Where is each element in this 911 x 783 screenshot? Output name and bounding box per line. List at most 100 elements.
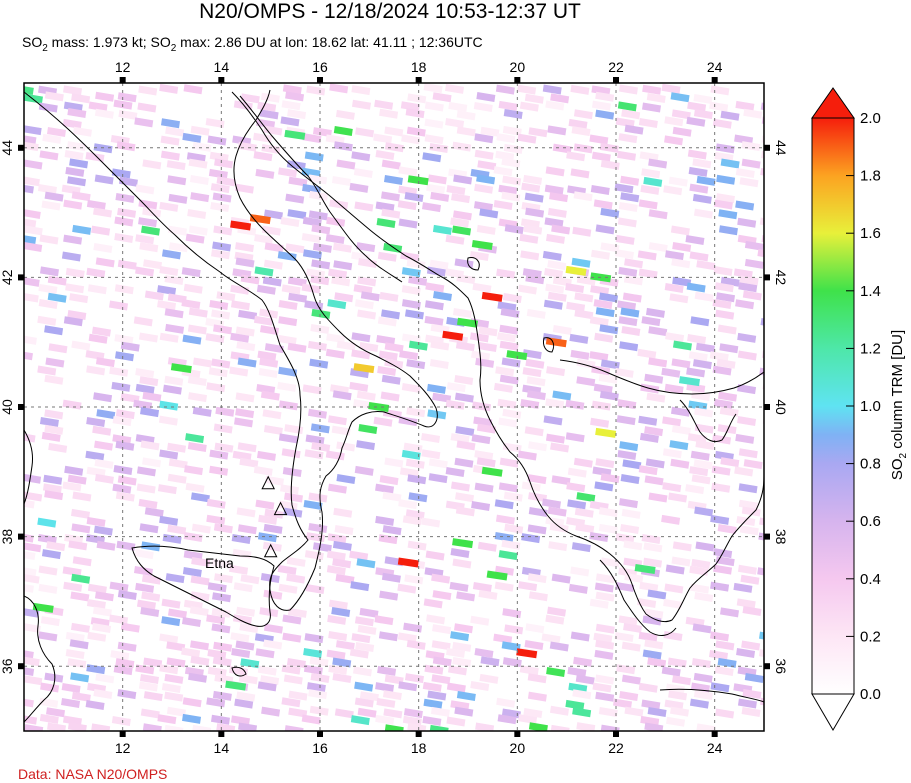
so2-pixel	[63, 234, 83, 245]
so2-pixel	[211, 607, 231, 618]
so2-pixel	[326, 565, 346, 576]
so2-pixel	[638, 415, 658, 426]
so2-pixel	[590, 285, 610, 296]
so2-pixel	[239, 457, 259, 468]
so2-pixel	[165, 573, 185, 584]
tick-top	[711, 77, 718, 83]
so2-pixel	[689, 466, 709, 477]
so2-pixel	[696, 260, 716, 271]
so2-pixel	[474, 647, 494, 658]
so2-pixel	[591, 151, 611, 162]
so2-pixel	[641, 699, 661, 710]
so2-pixel	[305, 583, 325, 594]
so2-pixel	[183, 550, 203, 561]
so2-pixel	[493, 382, 513, 393]
so2-pixel	[737, 350, 757, 361]
so2-pixel	[117, 689, 137, 700]
so2-pixel	[264, 475, 284, 486]
so2-pixel	[24, 351, 33, 361]
so2-pixel	[455, 425, 475, 436]
so2-pixel	[190, 192, 210, 203]
so2-pixel	[769, 91, 788, 101]
so2-pixel	[615, 581, 635, 592]
so2-pixel	[325, 134, 345, 145]
so2-pixel	[454, 706, 474, 717]
so2-pixel	[109, 614, 129, 625]
so2-pixel	[207, 582, 227, 593]
so2-pixel	[693, 208, 713, 219]
so2-pixel	[232, 450, 252, 461]
so2-pixel	[474, 183, 494, 194]
so2-pixel	[116, 141, 136, 152]
so2-pixel	[549, 641, 569, 652]
so2-pixel	[769, 641, 788, 651]
so2-pixel	[311, 259, 331, 270]
so2-pixel	[401, 134, 421, 145]
so2-pixel	[192, 357, 212, 368]
so2-pixel	[567, 467, 587, 478]
so2-pixel	[401, 449, 421, 460]
so2-pixel	[430, 340, 450, 351]
so2-pixel	[229, 665, 249, 676]
so2-pixel	[335, 109, 355, 120]
so2-pixel	[594, 481, 614, 492]
so2-pixel	[664, 283, 684, 294]
so2-pixel	[158, 415, 178, 426]
so2-pixel	[85, 450, 105, 461]
so2-pixel	[542, 250, 562, 261]
so2-pixel-high	[230, 220, 252, 231]
so2-pixel	[454, 457, 474, 468]
so2-pixel	[235, 257, 255, 268]
so2-pixel	[117, 590, 137, 601]
so2-pixel	[757, 731, 776, 741]
so2-pixel	[404, 673, 424, 684]
so2-pixel	[261, 742, 280, 752]
so2-pixel	[477, 739, 496, 749]
so2-pixel	[38, 102, 58, 113]
so2-pixel	[495, 150, 515, 161]
so2-pixel	[615, 249, 635, 260]
so2-pixel	[70, 672, 90, 683]
so2-pixel	[544, 217, 564, 228]
so2-pixel	[374, 99, 394, 110]
so2-pixel	[93, 689, 113, 700]
so2-pixel	[93, 392, 113, 403]
so2-pixel	[543, 415, 563, 426]
so2-pixel	[287, 342, 307, 353]
so2-pixel	[497, 714, 517, 725]
so2-pixel	[384, 674, 404, 685]
colorbar-tick-label: 1.4	[860, 283, 881, 300]
so2-pixel	[572, 707, 592, 718]
so2-pixel	[617, 101, 637, 112]
tick-right	[764, 274, 770, 281]
so2-pixel	[712, 118, 732, 129]
so2-pixel	[85, 699, 105, 710]
so2-pixel	[353, 168, 373, 179]
so2-pixel	[91, 723, 111, 731]
so2-pixel	[302, 183, 322, 194]
so2-pixel	[642, 649, 662, 660]
so2-pixel	[546, 366, 566, 377]
so2-pixel	[336, 340, 356, 351]
tick-label-lon-bottom: 14	[214, 740, 230, 756]
so2-pixel	[455, 492, 475, 503]
so2-pixel	[403, 622, 423, 633]
tick-right	[764, 404, 770, 410]
so2-pixel	[476, 174, 496, 185]
tick-label-lon-bottom: 16	[312, 740, 328, 756]
so2-pixel	[375, 201, 395, 212]
so2-pixel	[92, 606, 112, 617]
so2-pixel	[47, 275, 67, 286]
peloponnese-coast	[599, 559, 677, 636]
so2-pixel	[544, 267, 564, 278]
tick-label-lat-right: 42	[773, 270, 789, 286]
so2-pixel	[400, 101, 420, 112]
so2-pixel	[523, 174, 543, 185]
so2-pixel	[24, 242, 43, 253]
so2-pixel	[638, 199, 658, 210]
so2-pixel	[525, 623, 545, 634]
so2-pixel	[619, 691, 639, 702]
so2-pixel	[424, 134, 444, 145]
so2-pixel-high	[397, 557, 419, 568]
so2-pixel	[760, 167, 764, 176]
